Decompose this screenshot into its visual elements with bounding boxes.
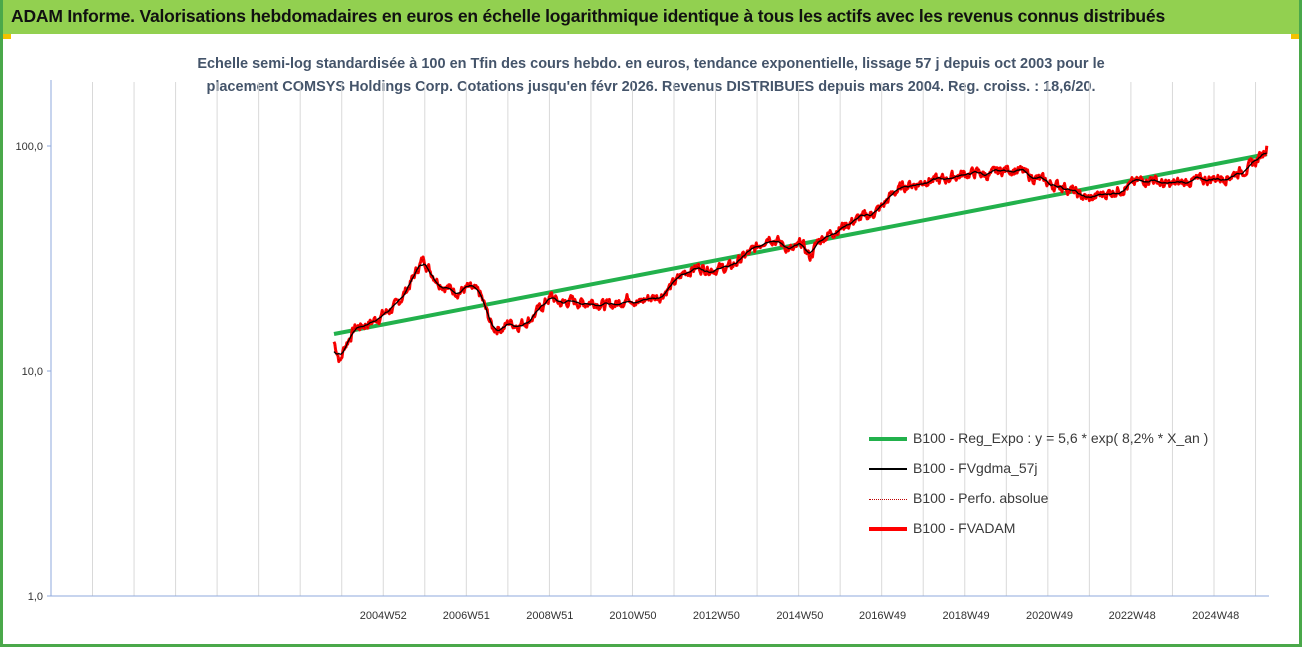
corner-marker-right bbox=[1291, 34, 1299, 39]
x-tick-label-0: 2004W52 bbox=[360, 610, 407, 622]
corner-marker-left bbox=[3, 34, 11, 39]
axes bbox=[47, 80, 1269, 597]
plot-area: 1,0 10,0 100,0 2004W52 2006W51 2008W51 2010W50… bbox=[15, 80, 1269, 622]
legend-swatch-reg bbox=[869, 437, 907, 441]
legend-label-perfo: B100 - Perfo. absolue bbox=[913, 490, 1049, 506]
series-fvgdma-57j bbox=[333, 152, 1267, 355]
x-tick-label-8: 2020W49 bbox=[1026, 610, 1073, 622]
legend-label-fvadam: B100 - FVADAM bbox=[913, 520, 1016, 536]
tick-labels: 1,0 10,0 100,0 2004W52 2006W51 2008W51 2010W50… bbox=[15, 141, 1239, 622]
legend: B100 - Reg_Expo : y = 5,6 * exp( 8,2% * … bbox=[869, 428, 1269, 548]
x-tick-label-5: 2014W50 bbox=[776, 610, 823, 622]
legend-item-perfo: B100 - Perfo. absolue bbox=[869, 488, 1269, 518]
gridlines bbox=[92, 82, 1257, 596]
x-tick-label-4: 2012W50 bbox=[693, 610, 740, 622]
x-tick-label-3: 2010W50 bbox=[609, 610, 656, 622]
x-tick-label-2: 2008W51 bbox=[526, 610, 573, 622]
subtitle-line-2: placement COMSYS Holdings Corp. Cotation… bbox=[206, 79, 1096, 95]
y-tick-label-2: 100,0 bbox=[15, 141, 43, 153]
x-tick-label-10: 2024W48 bbox=[1192, 610, 1239, 622]
legend-swatch-fvadam bbox=[869, 527, 907, 531]
legend-item-fvadam: B100 - FVADAM bbox=[869, 518, 1269, 548]
series-fvadam bbox=[332, 145, 1269, 364]
legend-label-fvgdma: B100 - FVgdma_57j bbox=[913, 460, 1038, 476]
legend-swatch-fvgdma bbox=[869, 468, 907, 470]
header-bar: ADAM Informe. Valorisations hebdomadaire… bbox=[3, 0, 1299, 34]
x-tick-label-1: 2006W51 bbox=[443, 610, 490, 622]
legend-item-reg: B100 - Reg_Expo : y = 5,6 * exp( 8,2% * … bbox=[869, 428, 1269, 458]
y-tick-label-1: 10,0 bbox=[22, 366, 43, 378]
y-tick-label-0: 1,0 bbox=[28, 591, 43, 603]
chart-subtitle: Echelle semi-log standardisée à 100 en T… bbox=[133, 53, 1169, 99]
series-perfo-absolue bbox=[333, 145, 1268, 362]
series-layer bbox=[332, 145, 1269, 364]
legend-item-fvgdma: B100 - FVgdma_57j bbox=[869, 458, 1269, 488]
subtitle-line-1: Echelle semi-log standardisée à 100 en T… bbox=[197, 56, 1105, 72]
x-tick-label-6: 2016W49 bbox=[859, 610, 906, 622]
legend-label-reg: B100 - Reg_Expo : y = 5,6 * exp( 8,2% * … bbox=[913, 430, 1209, 446]
chart-title: ADAM Informe. Valorisations hebdomadaire… bbox=[11, 6, 1165, 26]
x-tick-label-9: 2022W48 bbox=[1109, 610, 1156, 622]
legend-swatch-perfo bbox=[869, 499, 907, 500]
x-tick-label-7: 2018W49 bbox=[942, 610, 989, 622]
